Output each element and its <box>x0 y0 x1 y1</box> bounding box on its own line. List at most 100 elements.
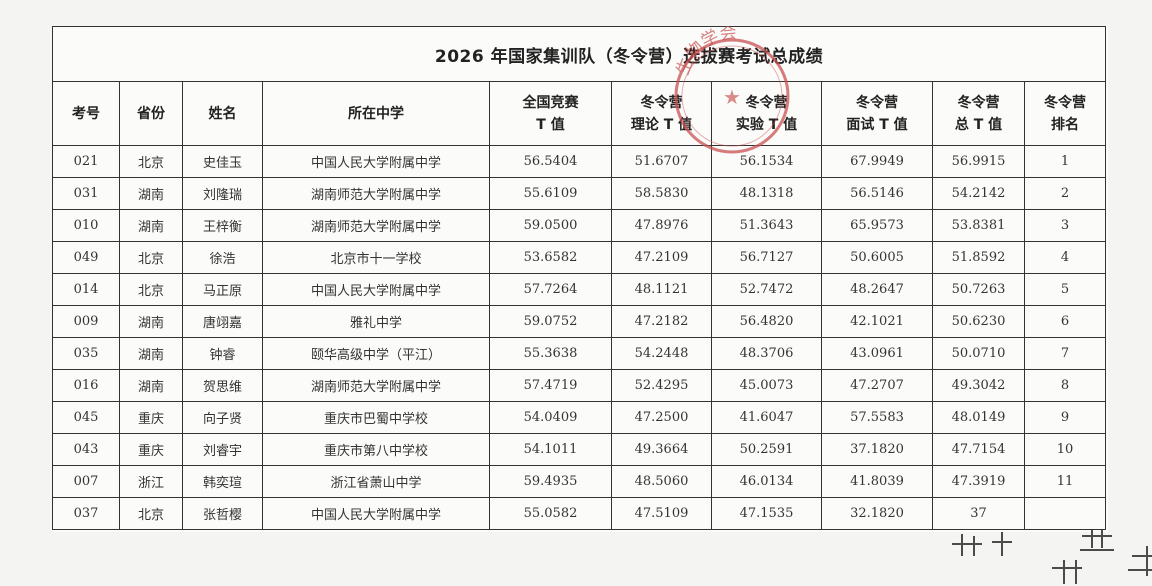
table-cell: 7 <box>1023 337 1107 370</box>
table-row: 016 湖南 贺思维 湖南师范大学附属中学 57.4719 52.4295 45.0073 4… <box>52 369 1107 402</box>
table-cell: 王梓衡 <box>182 209 263 242</box>
table-cell: 54.2142 <box>932 177 1025 210</box>
table-cell: 48.5060 <box>611 465 712 498</box>
table-cell: 37 <box>932 497 1025 530</box>
table-cell: 42.1021 <box>821 305 933 338</box>
page-title: 2026 年国家集训队（冬令营）选拔赛考试总成绩 <box>434 46 824 67</box>
table-cell: 45.0073 <box>711 369 822 402</box>
table-cell: 53.8381 <box>932 209 1025 242</box>
table-cell: 46.0134 <box>711 465 822 498</box>
table-cell: 马正原 <box>182 273 263 306</box>
table-cell: 湖南 <box>119 337 183 370</box>
table-cell: 4 <box>1023 241 1107 274</box>
table-cell: 史佳玉 <box>182 145 263 178</box>
table-cell: 010 <box>52 209 120 242</box>
table-cell: 50.7263 <box>932 273 1025 306</box>
table-cell: 59.0500 <box>489 209 612 242</box>
table-cell: 47.5109 <box>611 497 712 530</box>
table-cell: 向子贤 <box>182 401 263 434</box>
column-header-row: 考号 省份 姓名 所在中学 全国竞赛 T 值冬令营 理论 T 值冬令营 实验 T 值冬令营 面试… <box>52 81 1107 146</box>
table-cell: 49.3664 <box>611 433 712 466</box>
column-header-label: 考号 <box>72 105 100 122</box>
table-cell: 刘隆瑞 <box>182 177 263 210</box>
table-cell: 48.0149 <box>932 401 1025 434</box>
table-cell: 67.9949 <box>821 145 933 178</box>
table-cell: 58.5830 <box>611 177 712 210</box>
table-cell: 009 <box>52 305 120 338</box>
table-cell: 50.0710 <box>932 337 1025 370</box>
scores-body: 021 北京 史佳玉 中国人民大学附属中学 56.5404 51.6707 56.1534 6… <box>52 145 1107 530</box>
table-cell: 雅礼中学 <box>262 305 490 338</box>
table-cell: 47.2707 <box>821 369 933 402</box>
table-cell: 浙江 <box>119 465 183 498</box>
table-cell: 张哲樱 <box>182 497 263 530</box>
table-cell: 刘睿宇 <box>182 433 263 466</box>
table-cell: 48.1121 <box>611 273 712 306</box>
table-cell: 50.6230 <box>932 305 1025 338</box>
table-cell: 55.3638 <box>489 337 612 370</box>
column-header: 冬令营 面试 T 值 <box>821 81 933 146</box>
table-cell: 55.0582 <box>489 497 612 530</box>
table-cell: 014 <box>52 273 120 306</box>
table-cell: 北京 <box>119 273 183 306</box>
table-cell: 8 <box>1023 369 1107 402</box>
table-cell: 47.7154 <box>932 433 1025 466</box>
table-cell: 016 <box>52 369 120 402</box>
table-cell: 51.6707 <box>611 145 712 178</box>
table-cell: 贺思维 <box>182 369 263 402</box>
table-cell: 53.6582 <box>489 241 612 274</box>
column-header-sublabel: 实验 T 值 <box>735 116 798 133</box>
table-row: 007 浙江 韩奕瑄 浙江省萧山中学 59.4935 48.5060 46.0134 41.8… <box>52 465 1107 498</box>
column-header: 冬令营 理论 T 值 <box>611 81 712 146</box>
table-row: 014 北京 马正原 中国人民大学附属中学 57.7264 48.1121 52.7472 4… <box>52 273 1107 306</box>
table-cell: 57.5583 <box>821 401 933 434</box>
table-cell: 北京 <box>119 497 183 530</box>
table-cell: 021 <box>52 145 120 178</box>
table-cell: 10 <box>1023 433 1107 466</box>
table-row: 049 北京 徐浩 北京市十一学校 53.6582 47.2109 56.7127 50.60… <box>52 241 1107 274</box>
table-cell: 徐浩 <box>182 241 263 274</box>
table-cell: 59.4935 <box>489 465 612 498</box>
table-cell: 50.2591 <box>711 433 822 466</box>
column-header-sublabel: 总 T 值 <box>954 116 1003 133</box>
table-cell: 重庆市巴蜀中学校 <box>262 401 490 434</box>
table-cell: 52.4295 <box>611 369 712 402</box>
table-cell: 重庆市第八中学校 <box>262 433 490 466</box>
table-cell: 1 <box>1023 145 1107 178</box>
table-cell: 48.2647 <box>821 273 933 306</box>
table-cell: 湖南 <box>119 209 183 242</box>
scores-table: 2026 年国家集训队（冬令营）选拔赛考试总成绩 考号 省份 姓名 所在中学 全国竞赛 T… <box>51 26 1107 530</box>
table-cell: 北京 <box>119 241 183 274</box>
table-cell: 51.8592 <box>932 241 1025 274</box>
column-header-label: 冬令营 <box>745 94 788 111</box>
table-cell: 55.6109 <box>489 177 612 210</box>
column-header: 冬令营实验 T 值 <box>711 81 822 146</box>
table-cell: 11 <box>1023 465 1107 498</box>
table-cell: 中国人民大学附属中学 <box>262 497 490 530</box>
table-cell: 47.2500 <box>611 401 712 434</box>
column-header-label: 姓名 <box>208 105 237 122</box>
table-row: 037 北京 张哲樱 中国人民大学附属中学 55.0582 47.5109 47.1535 3… <box>52 497 1107 530</box>
column-header-label: 所在中学 <box>348 105 404 122</box>
table-cell: 重庆 <box>119 433 183 466</box>
table-cell: 52.7472 <box>711 273 822 306</box>
table-cell: 47.2182 <box>611 305 712 338</box>
table-cell: 65.9573 <box>821 209 933 242</box>
table-cell: 54.2448 <box>611 337 712 370</box>
table-cell: 049 <box>52 241 120 274</box>
table-cell: 59.0752 <box>489 305 612 338</box>
table-row: 021 北京 史佳玉 中国人民大学附属中学 56.5404 51.6707 56.1534 6… <box>52 145 1107 178</box>
table-cell: 9 <box>1023 401 1107 434</box>
table-cell: 韩奕瑄 <box>182 465 263 498</box>
table-cell: 湖南 <box>119 177 183 210</box>
table-cell: 2 <box>1023 177 1107 210</box>
table-cell: 47.1535 <box>711 497 822 530</box>
column-header-sublabel: 面试 T 值 <box>846 116 908 133</box>
table-cell: 湖南师范大学附属中学 <box>262 209 490 242</box>
table-cell: 56.9915 <box>932 145 1025 178</box>
column-header-label: 冬令营 <box>1044 94 1086 111</box>
column-header-sublabel: T 值 <box>536 116 565 133</box>
table-cell: 48.1318 <box>711 177 822 210</box>
column-header: 所在中学 <box>262 81 490 146</box>
table-row: 031 湖南 刘隆瑞 湖南师范大学附属中学 55.6109 58.5830 48.1318 5… <box>52 177 1107 210</box>
